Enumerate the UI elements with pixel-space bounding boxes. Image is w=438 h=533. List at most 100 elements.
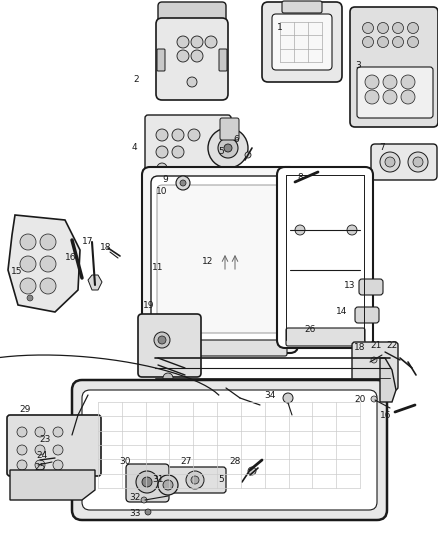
Circle shape [141, 497, 147, 503]
Circle shape [191, 36, 203, 48]
Circle shape [172, 129, 184, 141]
Polygon shape [10, 470, 95, 500]
Text: 33: 33 [129, 510, 141, 519]
Text: 26: 26 [304, 326, 316, 335]
Circle shape [407, 22, 418, 34]
Circle shape [20, 234, 36, 250]
Polygon shape [8, 215, 80, 312]
Text: 31: 31 [152, 475, 164, 484]
Circle shape [408, 152, 428, 172]
FancyBboxPatch shape [72, 380, 387, 520]
Circle shape [378, 36, 389, 47]
Circle shape [371, 357, 377, 363]
FancyBboxPatch shape [359, 279, 383, 295]
Circle shape [283, 393, 293, 403]
Circle shape [392, 36, 403, 47]
FancyBboxPatch shape [153, 340, 287, 356]
Text: 13: 13 [344, 281, 356, 290]
FancyBboxPatch shape [142, 167, 298, 353]
Text: 29: 29 [19, 406, 31, 415]
Circle shape [180, 180, 186, 186]
Circle shape [191, 50, 203, 62]
Text: 8: 8 [297, 174, 303, 182]
Text: 15: 15 [11, 268, 23, 277]
Circle shape [17, 445, 27, 455]
Circle shape [53, 427, 63, 437]
Circle shape [35, 460, 45, 470]
Circle shape [158, 336, 166, 344]
Circle shape [363, 36, 374, 47]
FancyBboxPatch shape [277, 167, 373, 348]
Circle shape [392, 22, 403, 34]
FancyBboxPatch shape [219, 49, 227, 71]
Circle shape [136, 471, 158, 493]
Text: 30: 30 [119, 457, 131, 466]
Text: 34: 34 [264, 391, 276, 400]
Text: 18: 18 [354, 343, 366, 352]
FancyBboxPatch shape [355, 307, 379, 323]
Circle shape [218, 138, 238, 158]
Text: 25: 25 [34, 464, 46, 472]
FancyBboxPatch shape [156, 18, 228, 100]
Text: 18: 18 [100, 244, 112, 253]
Text: 20: 20 [354, 395, 366, 405]
Circle shape [243, 473, 249, 479]
FancyBboxPatch shape [82, 390, 377, 510]
FancyBboxPatch shape [7, 415, 101, 476]
Circle shape [205, 36, 217, 48]
FancyBboxPatch shape [56, 450, 82, 462]
Circle shape [35, 445, 45, 455]
Circle shape [27, 295, 33, 301]
Text: 6: 6 [233, 135, 239, 144]
Text: 21: 21 [370, 341, 381, 350]
Text: 5: 5 [218, 148, 224, 157]
FancyBboxPatch shape [287, 177, 363, 337]
Circle shape [191, 476, 199, 484]
Polygon shape [88, 275, 102, 290]
Text: 4: 4 [131, 143, 137, 152]
Circle shape [347, 225, 357, 235]
FancyBboxPatch shape [272, 14, 332, 70]
Text: 23: 23 [39, 435, 51, 445]
Text: 17: 17 [82, 238, 94, 246]
Circle shape [177, 36, 189, 48]
Circle shape [413, 157, 423, 167]
Circle shape [20, 278, 36, 294]
Circle shape [17, 460, 27, 470]
Circle shape [172, 146, 184, 158]
Text: 19: 19 [143, 301, 155, 310]
Circle shape [20, 256, 36, 272]
Circle shape [363, 22, 374, 34]
Circle shape [40, 256, 56, 272]
Polygon shape [380, 358, 396, 402]
Circle shape [53, 445, 63, 455]
Text: 2: 2 [133, 76, 139, 85]
Circle shape [365, 90, 379, 104]
Circle shape [365, 75, 379, 89]
Circle shape [145, 509, 151, 515]
FancyBboxPatch shape [282, 1, 322, 13]
Circle shape [40, 278, 56, 294]
Circle shape [401, 75, 415, 89]
Circle shape [187, 77, 197, 87]
Text: 24: 24 [36, 450, 48, 459]
FancyBboxPatch shape [56, 423, 88, 443]
Text: 1: 1 [277, 23, 283, 33]
Circle shape [401, 90, 415, 104]
Circle shape [383, 75, 397, 89]
FancyBboxPatch shape [352, 342, 398, 390]
Circle shape [176, 176, 190, 190]
Circle shape [224, 144, 232, 152]
FancyBboxPatch shape [357, 67, 433, 118]
Circle shape [383, 90, 397, 104]
FancyBboxPatch shape [220, 118, 239, 140]
FancyBboxPatch shape [371, 144, 437, 180]
Text: 10: 10 [156, 188, 168, 197]
FancyBboxPatch shape [350, 7, 438, 127]
Circle shape [156, 146, 168, 158]
Circle shape [245, 152, 251, 158]
Circle shape [407, 36, 418, 47]
FancyBboxPatch shape [157, 49, 165, 71]
Circle shape [17, 427, 27, 437]
Text: 14: 14 [336, 308, 348, 317]
